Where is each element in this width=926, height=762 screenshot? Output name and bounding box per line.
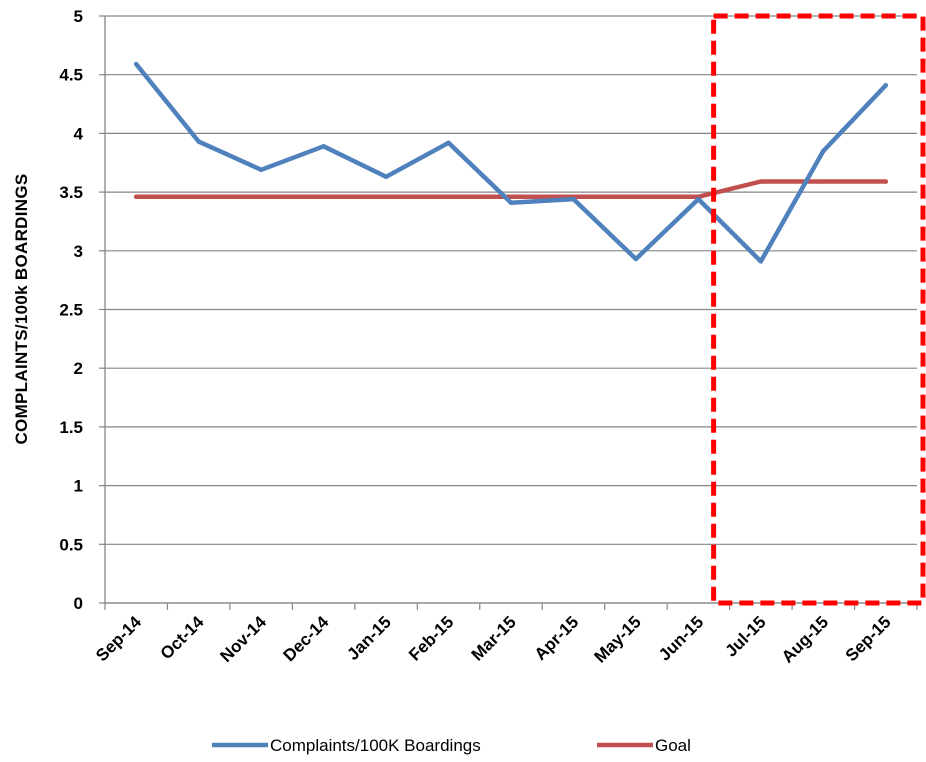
data-point bbox=[508, 200, 514, 205]
data-point bbox=[134, 61, 139, 67]
y-tick-label: 2.5 bbox=[59, 301, 83, 320]
legend: Complaints/100K Boardings Goal bbox=[212, 736, 691, 755]
x-tick-label: Jun-15 bbox=[655, 612, 707, 664]
series-line bbox=[133, 61, 889, 264]
gridlines bbox=[99, 15, 917, 604]
x-tick-label: Sep-14 bbox=[92, 612, 145, 665]
legend-label: Complaints/100K Boardings bbox=[270, 736, 481, 755]
x-tick-label: Jul-15 bbox=[721, 612, 769, 660]
x-tick-label: May-15 bbox=[591, 612, 645, 666]
y-tick-label: 3.5 bbox=[59, 183, 83, 202]
data-point bbox=[134, 194, 139, 199]
data-point bbox=[821, 179, 826, 184]
x-tick-label: Oct-14 bbox=[157, 612, 208, 663]
y-tick-labels: 0 0.5 1 1.5 2 2.5 3 3.5 4 4.5 5 bbox=[59, 7, 83, 613]
y-tick-label: 0.5 bbox=[59, 535, 83, 554]
axes bbox=[104, 16, 918, 610]
y-tick-label: 4.5 bbox=[59, 66, 83, 85]
data-point bbox=[321, 144, 326, 149]
y-tick-label: 4 bbox=[74, 124, 84, 143]
x-tick-label: Nov-14 bbox=[216, 612, 270, 666]
series bbox=[133, 61, 889, 264]
x-tick-label: Aug-15 bbox=[778, 612, 832, 666]
y-tick-label: 0 bbox=[74, 594, 83, 613]
x-tick-label: Jan-15 bbox=[343, 612, 395, 664]
data-point bbox=[383, 194, 389, 199]
y-tick-label: 5 bbox=[74, 7, 83, 26]
x-tick-label: Sep-15 bbox=[842, 612, 895, 665]
data-point bbox=[696, 196, 701, 202]
x-tick-label: Mar-15 bbox=[468, 612, 520, 664]
x-tick-labels: Sep-14 Oct-14 Nov-14 Dec-14 Jan-15 Feb-15 Mar-… bbox=[92, 612, 894, 667]
x-tick-label: Apr-15 bbox=[531, 612, 583, 664]
data-point bbox=[258, 194, 264, 199]
data-point bbox=[383, 174, 389, 180]
data-point bbox=[821, 148, 826, 154]
y-axis-label: COMPLAINTS/100k BOARDINGS bbox=[12, 173, 31, 444]
data-point bbox=[196, 194, 201, 199]
data-point bbox=[758, 259, 764, 264]
data-point bbox=[258, 167, 264, 172]
data-point bbox=[446, 194, 451, 199]
data-point bbox=[633, 256, 639, 262]
legend-label: Goal bbox=[655, 736, 691, 755]
x-tick-label: Feb-15 bbox=[405, 612, 457, 664]
y-tick-label: 1 bbox=[74, 477, 83, 496]
data-point bbox=[446, 140, 451, 145]
y-tick-label: 3 bbox=[74, 242, 83, 261]
data-point bbox=[321, 194, 326, 199]
data-point bbox=[633, 194, 639, 199]
data-point bbox=[508, 194, 514, 199]
series-line bbox=[133, 179, 889, 200]
data-point bbox=[196, 139, 201, 144]
data-point bbox=[883, 83, 888, 88]
data-point bbox=[571, 196, 576, 202]
data-point bbox=[758, 179, 764, 184]
y-tick-label: 2 bbox=[74, 359, 83, 378]
data-point bbox=[883, 179, 888, 184]
y-tick-label: 1.5 bbox=[59, 418, 83, 437]
x-tick-label: Dec-14 bbox=[280, 612, 333, 665]
